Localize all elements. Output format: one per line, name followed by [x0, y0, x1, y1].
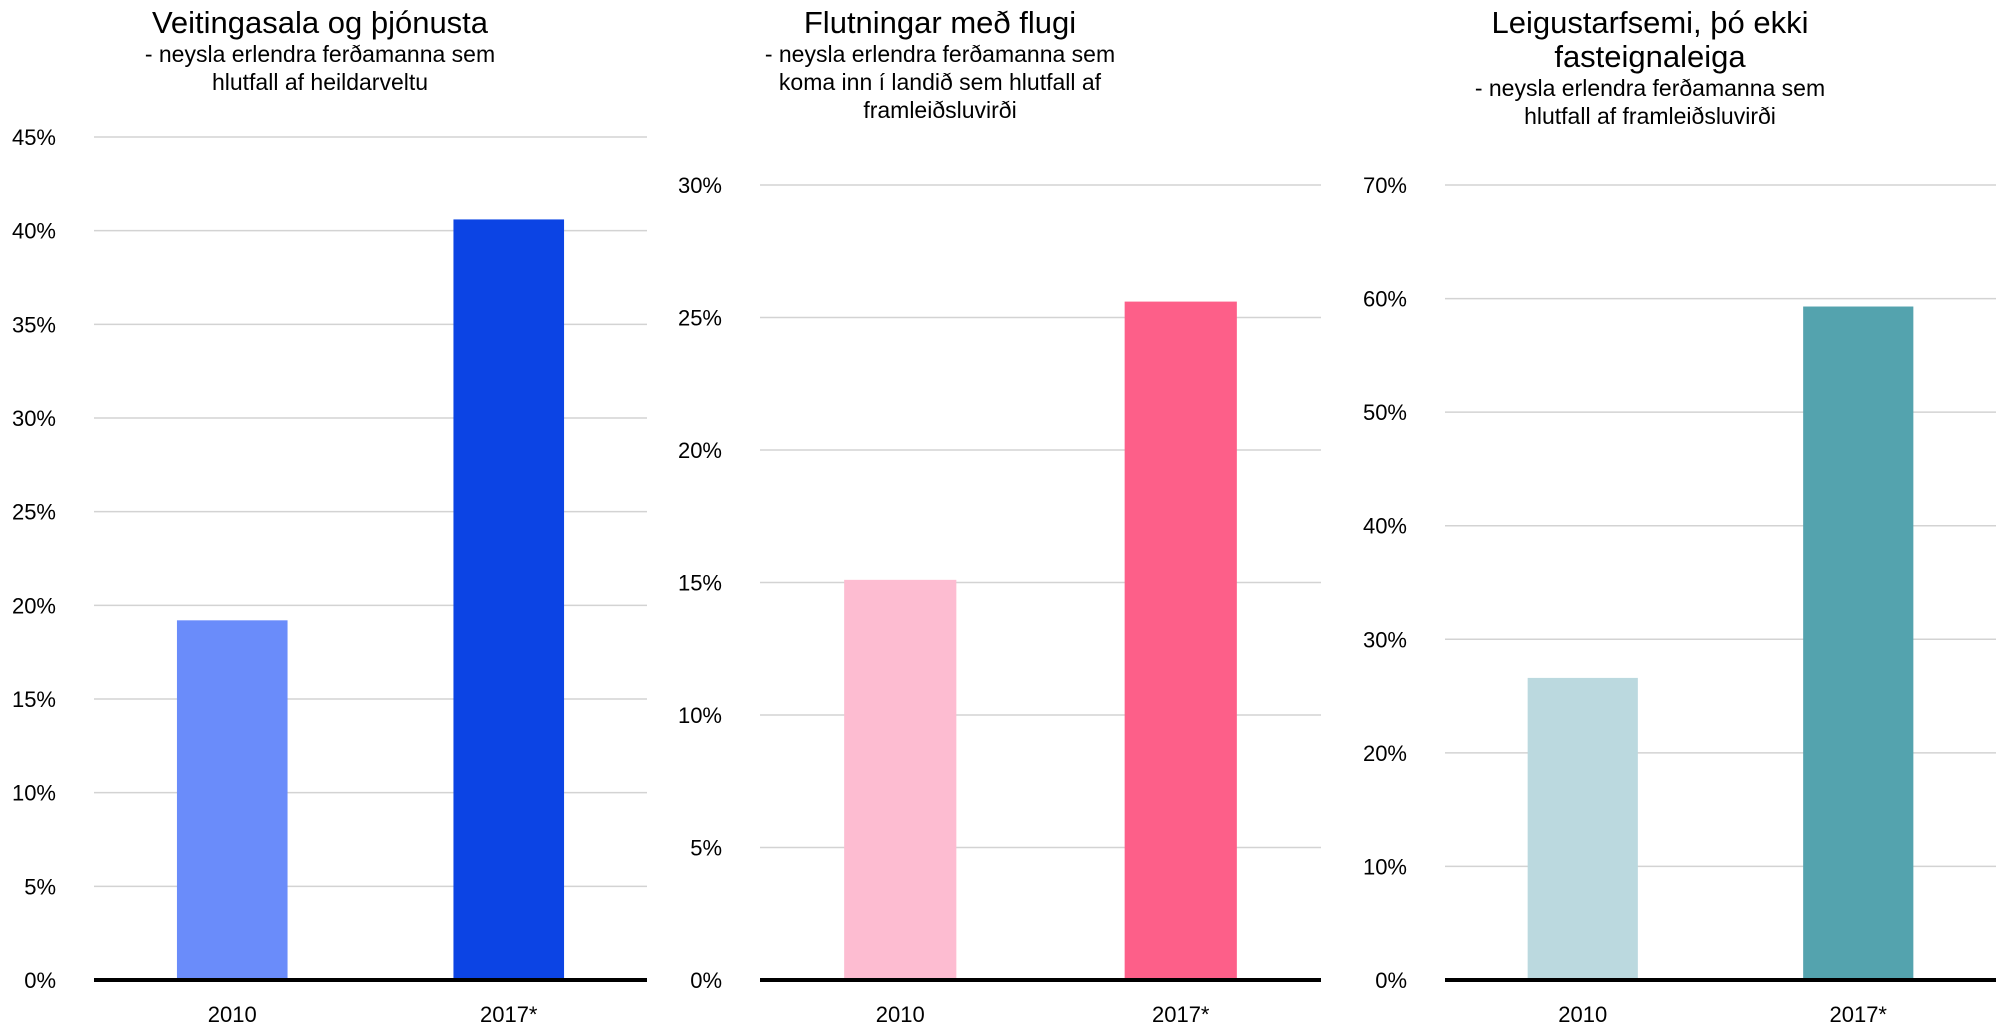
chart-3-xtick-label: 2010 [1558, 1002, 1607, 1022]
chart-3-title: Leigustarfsemi, þó ekki fasteignaleiga [1491, 5, 1809, 74]
chart-1-ytick-label: 40% [12, 219, 56, 244]
chart-3-ytick-label: 0% [1375, 968, 1407, 993]
chart-2-ytick-label: 15% [678, 571, 722, 596]
chart-1-ytick-label: 5% [24, 874, 56, 899]
chart-1-ytick-label: 10% [12, 781, 56, 806]
chart-2-xtick-label: 2017* [1152, 1002, 1210, 1022]
chart-1-ytick-label: 30% [12, 406, 56, 431]
chart-3-ytick-label: 50% [1363, 400, 1407, 425]
chart-3-titles: Leigustarfsemi, þó ekki fasteignaleiga -… [1460, 6, 1840, 130]
chart-2-bar-2010 [844, 579, 957, 980]
chart-1-ytick-label: 35% [12, 312, 56, 337]
chart-2-svg: 0% 5% 10% 15% 20% 25% 30% 2010 2017* [678, 173, 1321, 1022]
chart-panel-3: Leigustarfsemi, þó ekki fasteignaleiga -… [1330, 0, 1996, 1022]
chart-3-ytick-label: 70% [1363, 173, 1407, 198]
chart-2-ytick-label: 25% [678, 306, 722, 331]
chart-1-ytick-label: 0% [24, 968, 56, 993]
chart-2-ytick-label: 20% [678, 438, 722, 463]
chart-1-xtick-label: 2017* [480, 1002, 538, 1022]
chart-panel-1: Veitingasala og þjónusta - neysla erlend… [0, 0, 660, 1022]
chart-2-bar-2017star [1124, 301, 1237, 981]
chart-3-ytick-label: 40% [1363, 514, 1407, 539]
chart-3-bar-2010 [1527, 677, 1638, 980]
chart-1-ytick-label: 25% [12, 500, 56, 525]
chart-3-ytick-label: 60% [1363, 287, 1407, 312]
chart-2-xtick-label: 2010 [876, 1002, 925, 1022]
chart-1-ytick-label: 15% [12, 687, 56, 712]
chart-2-ytick-label: 30% [678, 173, 722, 198]
chart-3-subtitle: - neysla erlendra ferðamanna sem hlutfal… [1474, 75, 1826, 129]
chart-2-subtitle: - neysla erlendra ferðamanna sem koma in… [764, 41, 1116, 123]
chart-1-xtick-label: 2010 [208, 1002, 257, 1022]
chart-2-ytick-label: 5% [690, 836, 722, 861]
chart-1-ytick-label: 20% [12, 593, 56, 618]
chart-2-ytick-label: 0% [690, 968, 722, 993]
chart-1-titles: Veitingasala og þjónusta - neysla erlend… [120, 6, 520, 96]
chart-3-ytick-label: 10% [1363, 854, 1407, 879]
chart-2-title: Flutningar með flugi [803, 5, 1077, 40]
chart-panel-2: Flutningar með flugi - neysla erlendra f… [660, 0, 1330, 1022]
chart-2-titles: Flutningar með flugi - neysla erlendra f… [740, 6, 1140, 124]
chart-1-subtitle: - neysla erlendra ferðamanna sem hlutfal… [144, 41, 496, 95]
chart-1-svg: 0% 5% 10% 15% 20% 25% 30% 35% 40% 45% 2010 2017* [12, 125, 647, 1022]
chart-3-bar-2017star [1803, 306, 1914, 980]
chart-3-svg: 0% 10% 20% 30% 40% 50% 60% 70% 2010 2017* [1363, 173, 1996, 1022]
chart-1-bar-2017star [453, 219, 565, 981]
chart-2-ytick-label: 10% [678, 703, 722, 728]
chart-3-ytick-label: 30% [1363, 627, 1407, 652]
chart-1-title: Veitingasala og þjónusta [151, 5, 489, 40]
chart-1-ytick-label: 45% [12, 125, 56, 150]
chart-3-ytick-label: 20% [1363, 741, 1407, 766]
chart-1-bar-2010 [176, 620, 288, 980]
chart-3-xtick-label: 2017* [1829, 1002, 1887, 1022]
